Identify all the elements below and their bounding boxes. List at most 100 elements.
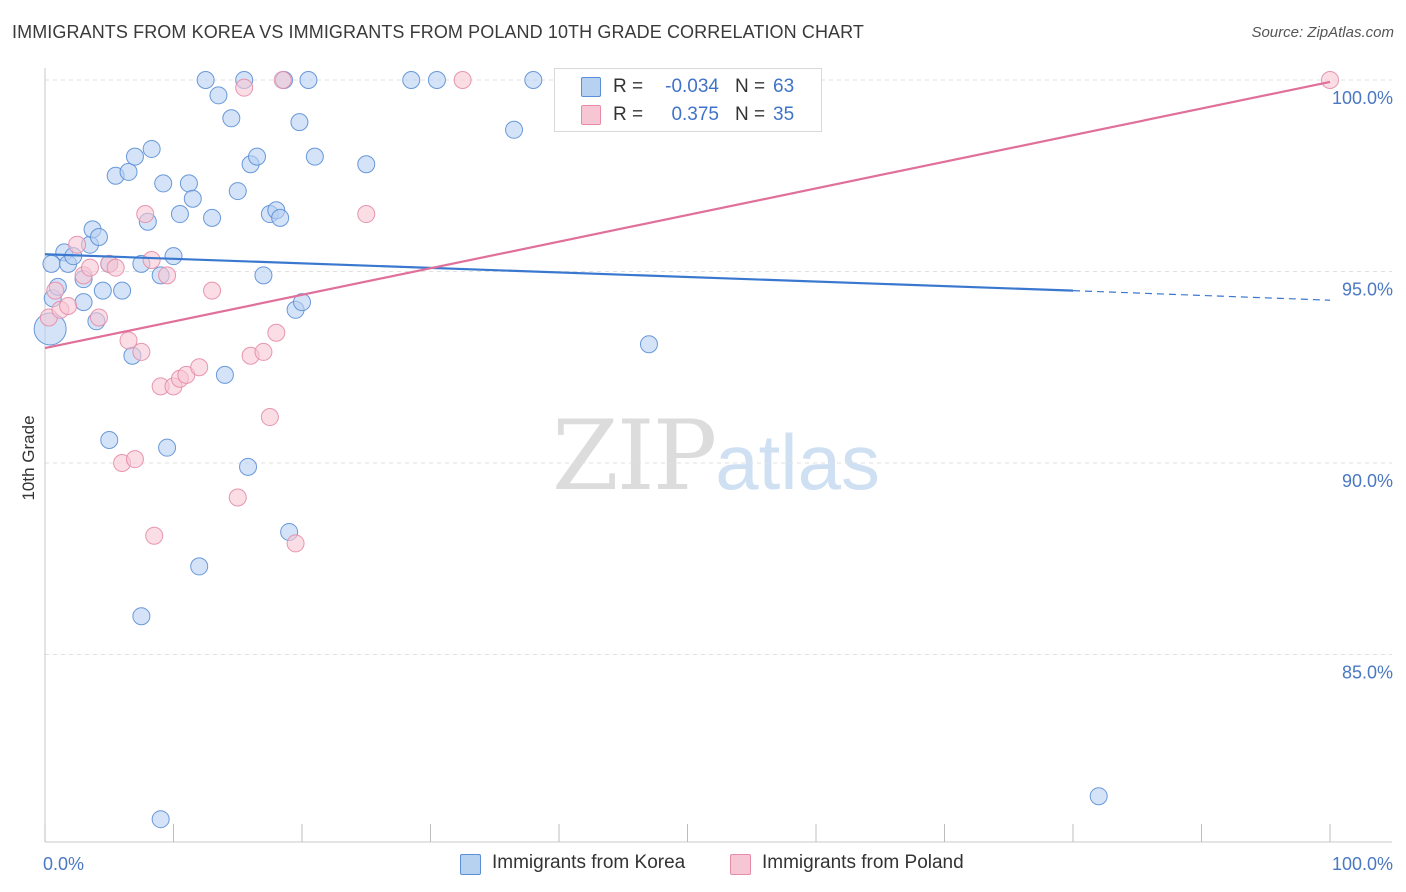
chart-title: IMMIGRANTS FROM KOREA VS IMMIGRANTS FROM…	[12, 22, 865, 42]
watermark-atlas: atlas	[715, 418, 880, 506]
korea-point	[524, 71, 543, 89]
korea-point	[271, 208, 290, 227]
poland-point	[158, 266, 177, 285]
korea-point	[125, 147, 144, 166]
legend-label: Immigrants from Poland	[762, 852, 964, 873]
korea-point	[203, 208, 222, 227]
stats-row-poland: R = 0.375 N = 35	[555, 101, 821, 129]
korea-point	[248, 147, 267, 166]
korea-point	[154, 174, 173, 193]
korea-point	[427, 71, 446, 89]
poland-point	[145, 526, 164, 545]
korea-point	[190, 557, 209, 576]
korea-point	[183, 189, 202, 208]
korea-point	[357, 155, 376, 174]
x-tick-label: 0.0%	[43, 854, 84, 874]
poland-point	[453, 71, 472, 89]
korea-swatch	[581, 77, 601, 97]
poland-point	[46, 281, 65, 300]
watermark-zip: ZIP	[552, 400, 717, 512]
korea-point	[164, 247, 183, 266]
poland-legend-swatch	[730, 854, 751, 875]
korea-point	[222, 109, 241, 128]
n-label: N =	[735, 104, 766, 125]
poland-swatch	[581, 105, 601, 125]
n-value: 35	[773, 104, 795, 125]
poland-point	[1321, 71, 1339, 89]
r-label: R =	[613, 76, 644, 97]
korea-point	[119, 162, 138, 181]
poland-point	[254, 342, 273, 361]
poland-point	[357, 205, 376, 224]
korea-point	[158, 438, 177, 457]
korea-point	[142, 139, 161, 158]
korea-point	[151, 810, 170, 829]
korea-point	[215, 365, 234, 384]
y-tick-label: 95.0%	[1342, 280, 1393, 300]
korea-point	[89, 228, 108, 247]
korea-point	[305, 147, 324, 166]
korea-point	[290, 113, 309, 132]
poland-point	[228, 488, 247, 507]
poland-point	[260, 408, 279, 427]
poland-point	[286, 534, 305, 553]
n-label: N =	[735, 76, 766, 97]
poland-point	[119, 331, 138, 350]
poland-point	[59, 296, 78, 315]
poland-point	[203, 281, 222, 300]
korea-point	[639, 335, 658, 354]
r-value: -0.034	[665, 76, 719, 97]
stats-box: R = -0.034 N = 63 R = 0.375 N = 35	[554, 68, 822, 132]
legend-label: Immigrants from Korea	[492, 852, 686, 873]
trend-lines	[44, 80, 1331, 350]
korea-point	[209, 86, 228, 105]
y-tick-label: 90.0%	[1342, 471, 1393, 491]
poland-point	[273, 71, 292, 89]
poland-point	[267, 323, 286, 342]
poland-point	[235, 78, 254, 97]
korea-point	[196, 71, 215, 89]
x-tick-label: 100.0%	[1332, 854, 1393, 874]
korea-point	[299, 71, 318, 89]
poland-point	[136, 205, 155, 224]
tick-labels: 100.0% 95.0% 90.0% 85.0% 0.0% 100.0%	[43, 88, 1393, 874]
korea-point	[254, 266, 273, 285]
korea-point	[74, 293, 93, 312]
korea-point	[113, 281, 132, 300]
korea-point	[93, 281, 112, 300]
korea-point	[228, 182, 247, 201]
korea-point	[505, 120, 524, 139]
korea-point	[179, 174, 198, 193]
poland-point	[190, 358, 209, 377]
poland-point	[80, 258, 99, 277]
poland-point	[142, 251, 161, 270]
korea-point	[293, 293, 311, 312]
korea-point	[100, 431, 119, 450]
poland-point	[132, 342, 151, 361]
poland-point	[68, 235, 87, 254]
poland-point	[89, 308, 108, 327]
y-tick-label: 85.0%	[1342, 663, 1393, 683]
r-value: 0.375	[671, 104, 719, 125]
poland-point	[125, 450, 144, 469]
watermark: ZIPatlas	[552, 400, 880, 512]
r-label: R =	[613, 104, 644, 125]
korea-point	[1089, 787, 1108, 806]
axes	[44, 68, 1392, 843]
n-value: 63	[773, 76, 795, 97]
korea-point	[170, 205, 189, 224]
korea-point	[132, 607, 151, 626]
data-points	[33, 71, 1339, 829]
korea-trend-extension	[1072, 290, 1331, 301]
poland-point	[106, 258, 125, 277]
poland-trend-line	[44, 80, 1331, 350]
korea-point	[239, 457, 258, 476]
korea-point	[402, 71, 421, 89]
korea-trend-line	[44, 253, 1074, 292]
korea-legend-swatch	[460, 854, 481, 875]
y-tick-label: 100.0%	[1332, 88, 1393, 108]
y-axis-label: 10th Grade	[19, 415, 38, 500]
stats-row-korea: R = -0.034 N = 63	[555, 73, 821, 101]
source-label: Source: ZipAtlas.com	[1251, 24, 1394, 41]
